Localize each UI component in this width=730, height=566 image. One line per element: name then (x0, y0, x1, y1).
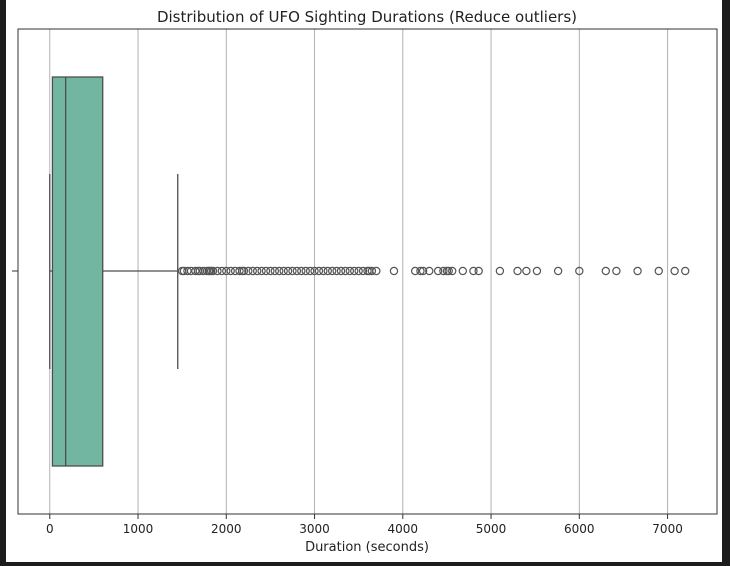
outlier-point (266, 266, 275, 276)
outlier-point (208, 266, 218, 276)
outlier-point (416, 266, 425, 276)
outlier-point (319, 266, 328, 276)
outlier-point (292, 266, 302, 276)
outlier-point (235, 266, 244, 276)
outlier-point (248, 266, 257, 276)
outlier-point (553, 266, 563, 276)
outlier-point (444, 266, 453, 276)
outlier-point (358, 266, 368, 276)
outlier-point (191, 266, 200, 276)
outlier-point (612, 266, 621, 276)
outlier-point (239, 266, 249, 276)
outlier-point (270, 266, 280, 276)
gridlines (49, 29, 669, 514)
outlier-point (252, 266, 262, 276)
outlier-point (372, 266, 381, 276)
outlier-point (257, 266, 266, 276)
outlier-point (310, 266, 319, 276)
x-tick-label: 7000 (652, 522, 683, 536)
x-tick-label: 3000 (299, 522, 330, 536)
box-group (49, 76, 179, 467)
outlier-point (261, 266, 271, 276)
outlier-point (244, 266, 253, 276)
outlier-point (345, 266, 355, 276)
outlier-point (367, 266, 377, 276)
outlier-point (448, 266, 457, 276)
outlier-point (418, 266, 428, 276)
outlier-point (522, 266, 531, 276)
outlier-point (425, 266, 434, 276)
x-axis: 0 1000 2000 3000 4000 5000 6000 7000 (46, 514, 683, 536)
outlier-point (458, 266, 468, 276)
outlier-point (410, 266, 420, 276)
x-tick-label: 2000 (211, 522, 242, 536)
outlier-point (183, 266, 192, 276)
x-tick-label: 6000 (564, 522, 595, 536)
chart-title: Distribution of UFO Sighting Durations (… (157, 8, 577, 26)
outlier-point (283, 266, 293, 276)
x-axis-label: Duration (seconds) (305, 540, 429, 555)
outlier-point (222, 266, 231, 276)
outlier-point (495, 266, 505, 276)
outlier-point (305, 266, 315, 276)
outlier-point (301, 266, 310, 276)
outlier-point (433, 266, 443, 276)
outlier-point (350, 266, 359, 276)
outlier-point (513, 266, 522, 276)
x-tick-label: 4000 (388, 522, 419, 536)
x-tick-label: 0 (46, 522, 54, 536)
outlier-point (341, 266, 350, 276)
outlier-point (389, 266, 399, 276)
outlier-point (469, 266, 478, 276)
iqr-box (51, 76, 104, 467)
outlier-point (654, 266, 663, 276)
outlier-point (332, 266, 341, 276)
outlier-point (275, 266, 284, 276)
outlier-point (601, 266, 610, 276)
outlier-point (354, 266, 363, 276)
outlier-point (213, 266, 222, 276)
outlier-point (323, 266, 332, 276)
outlier-point (279, 266, 288, 276)
outlier-point (199, 266, 208, 276)
outlier-point (439, 266, 448, 276)
outlier-point (532, 266, 542, 276)
outlier-point (336, 266, 346, 276)
outlier-point (474, 266, 483, 276)
outlier-point (575, 266, 584, 276)
chart-figure: Distribution of UFO Sighting Durations (… (6, 0, 722, 562)
outlier-point (314, 266, 324, 276)
outlier-point (681, 266, 690, 276)
outlier-point (297, 266, 306, 276)
x-tick-label: 1000 (123, 522, 154, 536)
outlier-point (217, 266, 227, 276)
box-plot: Distribution of UFO Sighting Durations (… (12, 8, 718, 555)
outlier-point (670, 266, 679, 276)
outlier-point (633, 266, 642, 276)
outlier-point (226, 266, 235, 276)
outlier-point (288, 266, 297, 276)
x-tick-label: 5000 (476, 522, 507, 536)
outlier-point (327, 266, 337, 276)
outliers (177, 266, 690, 276)
